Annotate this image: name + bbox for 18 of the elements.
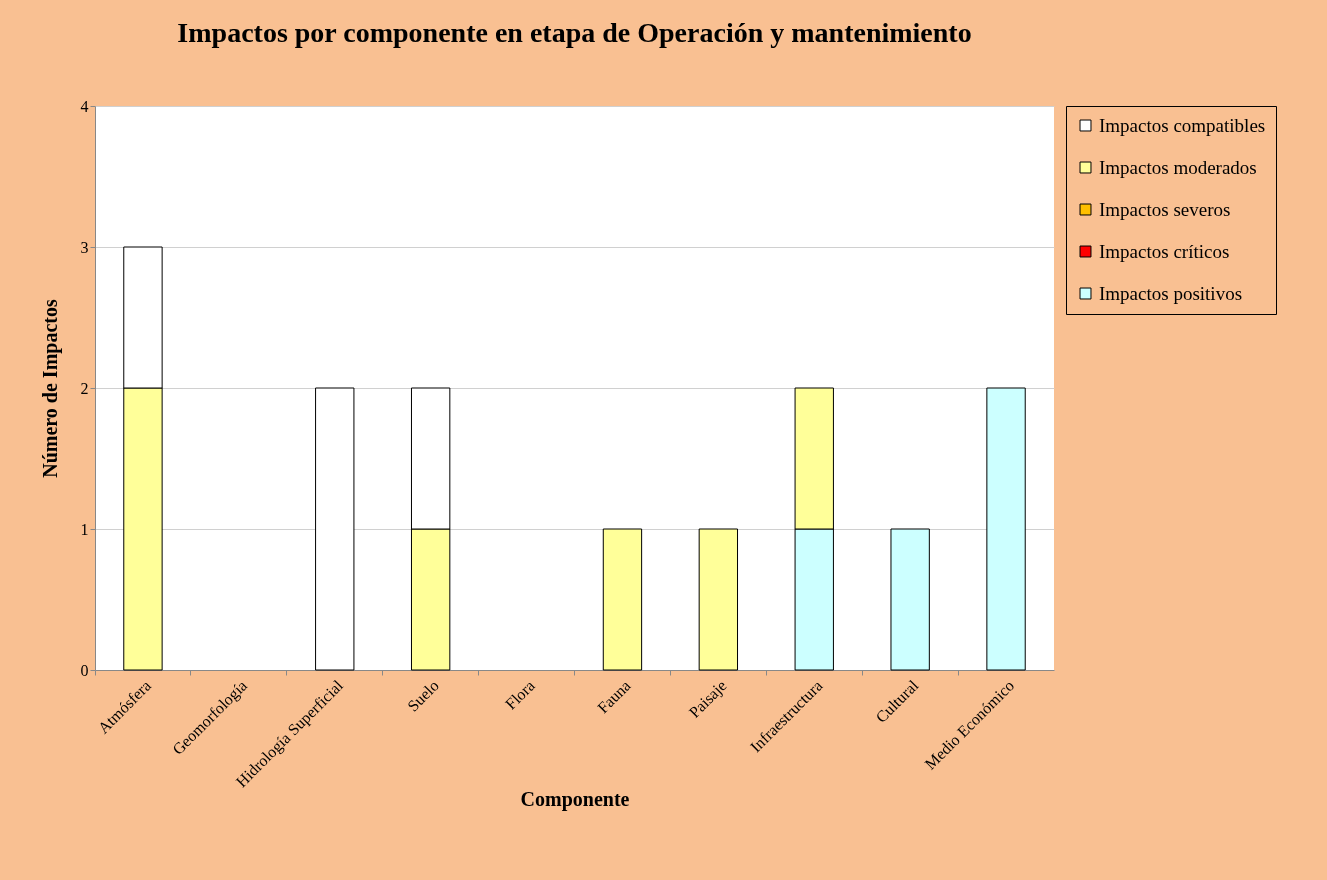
y-tick-label: 2 bbox=[80, 379, 89, 397]
chart-title: Impactos por componente en etapa de Operación y mantenimiento bbox=[177, 17, 972, 48]
x-axis-title: Componente bbox=[520, 788, 630, 812]
y-tick-label: 4 bbox=[80, 97, 89, 115]
legend-label: Impactos severos bbox=[1099, 198, 1231, 220]
bar bbox=[698, 528, 739, 671]
legend-label: Impactos compatibles bbox=[1099, 114, 1266, 136]
legend-label: Impactos positivos bbox=[1099, 282, 1243, 304]
x-tick-label: Flora bbox=[501, 676, 538, 713]
legend-label: Impactos críticos bbox=[1099, 240, 1230, 262]
y-tick-label: 0 bbox=[80, 661, 89, 679]
bar bbox=[602, 528, 643, 671]
y-axis-title: Número de Impactos bbox=[38, 299, 62, 478]
bar bbox=[986, 387, 1026, 671]
y-tick-label: 3 bbox=[80, 238, 89, 256]
bar bbox=[890, 528, 930, 671]
y-tick-label: 1 bbox=[80, 520, 89, 538]
legend-label: Impactos moderados bbox=[1099, 156, 1257, 178]
